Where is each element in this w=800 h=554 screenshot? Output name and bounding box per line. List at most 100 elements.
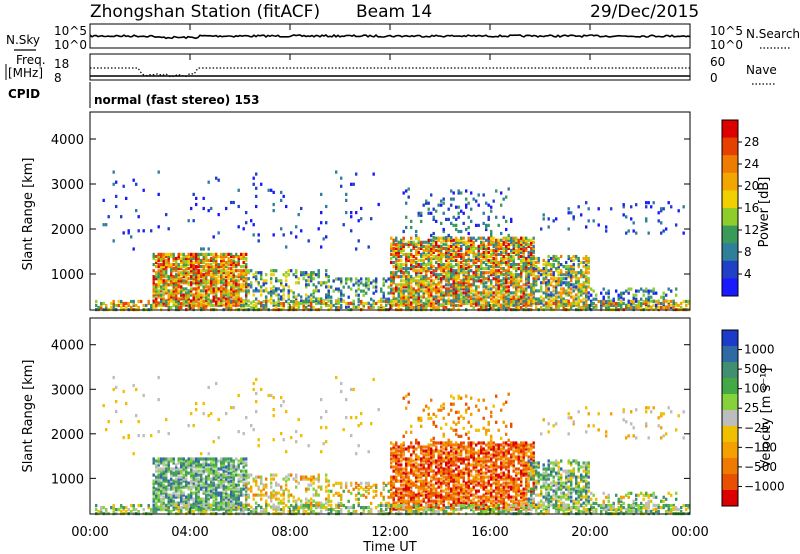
power-cell xyxy=(430,303,433,308)
power-cell xyxy=(487,303,490,308)
power-cell xyxy=(217,213,220,217)
power-cell xyxy=(152,291,155,295)
power-cell xyxy=(647,305,650,310)
power-cell xyxy=(500,231,503,236)
velocity-cell xyxy=(205,489,208,493)
power-cell xyxy=(417,305,420,310)
power-cell xyxy=(105,303,108,308)
velocity-cell xyxy=(202,461,205,465)
power-cell xyxy=(310,299,313,303)
power-cell xyxy=(587,297,590,301)
power-cell xyxy=(607,305,610,310)
power-cell xyxy=(535,281,538,285)
power-cell xyxy=(470,301,473,306)
power-cell xyxy=(435,219,438,223)
power-cell xyxy=(497,248,500,252)
power-cell xyxy=(280,295,283,299)
power-cell xyxy=(532,289,535,293)
power-cell xyxy=(382,283,385,287)
power-cell xyxy=(172,293,175,297)
velocity-cell xyxy=(235,501,238,505)
velocity-cell xyxy=(385,501,388,505)
power-cell xyxy=(537,269,540,273)
power-cell xyxy=(190,281,193,285)
power-cell xyxy=(325,293,328,297)
velocity-cell xyxy=(222,457,225,461)
power-cell xyxy=(432,289,435,293)
velocity-cell xyxy=(315,501,318,505)
power-cell xyxy=(352,299,355,304)
velocity-cell xyxy=(190,479,193,483)
velocity-cell xyxy=(215,483,218,487)
power-cell xyxy=(390,260,393,265)
power-cell xyxy=(457,263,460,267)
power-cell xyxy=(510,219,513,223)
power-colorbar-tick-label: 12 xyxy=(744,223,759,237)
power-cell xyxy=(465,285,468,289)
power-cell xyxy=(545,263,548,267)
velocity-cell xyxy=(392,491,395,495)
power-cell xyxy=(335,287,338,291)
power-cell xyxy=(430,305,433,310)
velocity-cell xyxy=(222,503,225,507)
power-cell xyxy=(362,293,365,297)
power-cell xyxy=(195,295,198,299)
power-cell xyxy=(470,219,473,223)
power-cell xyxy=(427,240,430,244)
power-cell xyxy=(365,301,368,306)
power-cell xyxy=(327,275,330,279)
velocity-cell xyxy=(225,493,228,497)
power-cell xyxy=(567,275,570,279)
velocity-cell xyxy=(195,497,198,501)
power-cell xyxy=(547,263,550,267)
power-cell xyxy=(407,279,410,283)
power-cell xyxy=(567,285,570,289)
power-cell xyxy=(152,254,155,259)
power-ytick-label: 3000 xyxy=(51,178,84,193)
power-cell xyxy=(272,269,275,273)
power-cell xyxy=(305,297,308,301)
power-cell xyxy=(335,301,338,305)
power-cell xyxy=(500,297,503,301)
power-cell xyxy=(467,265,470,269)
power-cell xyxy=(442,263,445,267)
velocity-cell xyxy=(157,487,160,491)
power-cell xyxy=(125,301,128,306)
power-cell xyxy=(540,289,543,293)
velocity-cell xyxy=(312,487,315,491)
power-cell xyxy=(280,281,283,285)
power-cell xyxy=(460,265,463,269)
power-cell xyxy=(382,293,385,297)
power-cell xyxy=(360,289,363,293)
power-cell xyxy=(320,192,323,196)
power-cell xyxy=(507,236,510,240)
power-cell xyxy=(167,256,170,261)
velocity-cell xyxy=(270,473,273,477)
power-cell xyxy=(395,275,398,279)
power-cell xyxy=(670,205,673,209)
power-cell xyxy=(352,301,355,306)
power-cell xyxy=(635,231,638,235)
velocity-cell xyxy=(265,499,268,503)
power-cell xyxy=(680,301,683,306)
velocity-cell xyxy=(235,497,238,501)
power-cell xyxy=(190,283,193,287)
velocity-cell xyxy=(157,469,160,473)
power-cell xyxy=(495,248,498,252)
power-cell xyxy=(487,246,490,250)
power-cell xyxy=(495,297,498,301)
power-cell xyxy=(460,299,463,304)
power-cell xyxy=(180,260,183,265)
power-cell xyxy=(640,303,643,308)
power-cell xyxy=(212,291,215,295)
power-cell xyxy=(577,285,580,289)
power-cell xyxy=(170,281,173,285)
velocity-cell xyxy=(187,501,190,505)
power-cell xyxy=(215,265,218,269)
power-cell xyxy=(495,254,498,259)
power-cell xyxy=(432,248,435,252)
power-cell xyxy=(532,260,535,265)
power-cell xyxy=(475,260,478,265)
power-cell xyxy=(255,287,258,291)
power-cell xyxy=(235,299,238,303)
